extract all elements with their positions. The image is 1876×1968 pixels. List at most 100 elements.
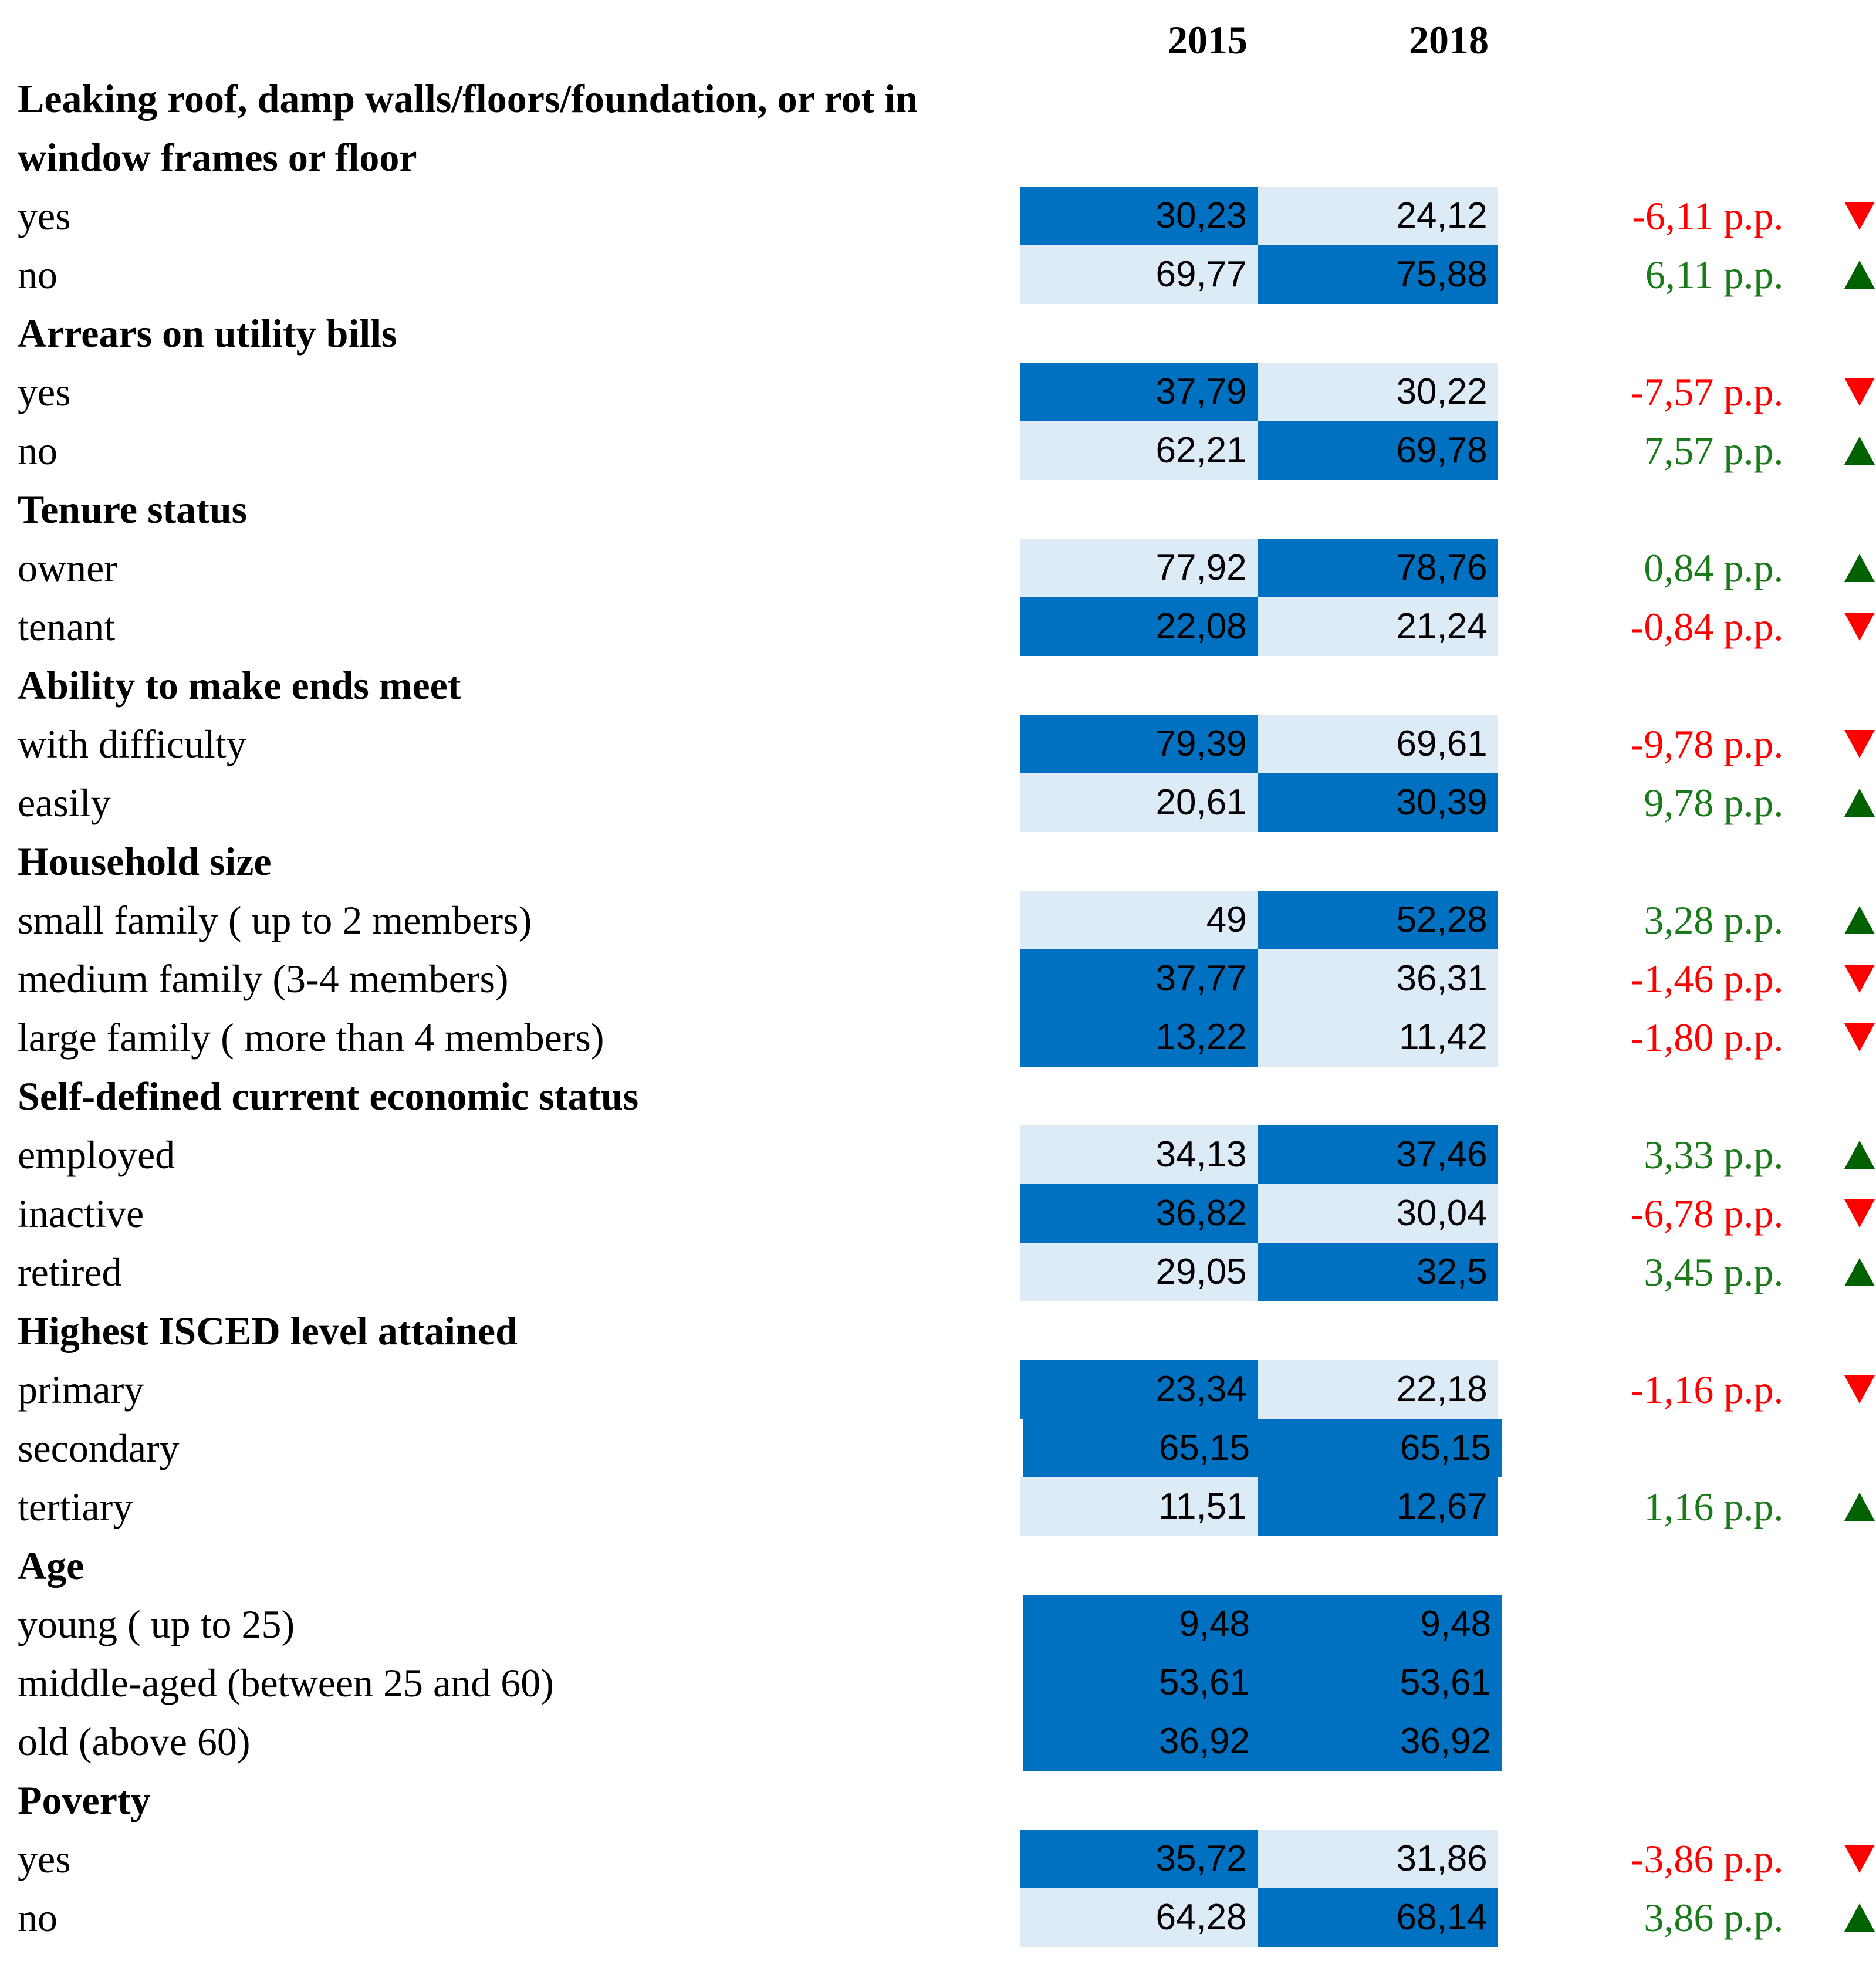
arrow-shape bbox=[1844, 202, 1875, 230]
value-cell: 11,51 bbox=[1020, 1477, 1258, 1536]
row-label: with difficulty bbox=[18, 722, 246, 766]
section-title: Self-defined current economic status bbox=[18, 1074, 639, 1118]
data-row: easily 20,61 30,39 9,78 p.p. bbox=[0, 773, 1876, 832]
arrow-icon bbox=[1844, 1493, 1875, 1521]
value-cell: 13,22 bbox=[1020, 1008, 1258, 1067]
arrow-shape bbox=[1844, 1375, 1875, 1404]
arrow-icon bbox=[1844, 613, 1875, 641]
change-text: 3,86 p.p. bbox=[1644, 1895, 1784, 1940]
arrow-shape bbox=[1844, 1023, 1875, 1051]
row-label: no bbox=[18, 1895, 58, 1940]
arrow-shape bbox=[1844, 437, 1875, 465]
row-label: employed bbox=[18, 1132, 175, 1177]
arrow-shape bbox=[1844, 261, 1875, 289]
value-cell: 36,92 bbox=[1260, 1712, 1502, 1771]
value-cell: 53,61 bbox=[1023, 1653, 1260, 1712]
data-row: secondary 65,15 65,15 bbox=[0, 1419, 1876, 1477]
trend-arrow bbox=[1783, 1888, 1876, 1947]
trend-arrow bbox=[1783, 539, 1876, 597]
row-label: medium family (3-4 members) bbox=[18, 956, 509, 1001]
section-title: Tenure status bbox=[18, 487, 248, 532]
section-title: Highest ISCED level attained bbox=[18, 1308, 518, 1353]
arrow-icon bbox=[1844, 730, 1875, 758]
section-title: Age bbox=[18, 1543, 84, 1588]
data-row: owner 77,92 78,76 0,84 p.p. bbox=[0, 539, 1876, 597]
spacer bbox=[0, 11, 1023, 69]
data-row: young ( up to 25) 9,48 9,48 bbox=[0, 1595, 1876, 1653]
change-text: -9,78 p.p. bbox=[1630, 722, 1784, 766]
change-text: 0,84 p.p. bbox=[1644, 546, 1784, 590]
trend-arrow bbox=[1783, 1360, 1876, 1419]
section-title: Arrears on utility bills bbox=[18, 311, 397, 356]
change-text: -1,16 p.p. bbox=[1630, 1367, 1784, 1412]
change-text: -6,11 p.p. bbox=[1632, 194, 1784, 238]
arrow-icon bbox=[1844, 1141, 1875, 1169]
row-label: young ( up to 25) bbox=[18, 1602, 295, 1646]
arrow-icon bbox=[1844, 1023, 1875, 1051]
change-text: 9,78 p.p. bbox=[1644, 780, 1784, 825]
row-label: no bbox=[18, 252, 58, 297]
trend-arrow bbox=[1783, 715, 1876, 773]
value-cell: 36,31 bbox=[1257, 949, 1498, 1008]
value-cell: 29,05 bbox=[1020, 1243, 1258, 1301]
data-row: retired 29,05 32,5 3,45 p.p. bbox=[0, 1243, 1876, 1301]
value-cell: 34,13 bbox=[1020, 1125, 1258, 1184]
row-label: easily bbox=[18, 780, 111, 825]
value-cell: 36,92 bbox=[1023, 1712, 1260, 1771]
change-text: 1,16 p.p. bbox=[1644, 1485, 1784, 1529]
data-row: employed 34,13 37,46 3,33 p.p. bbox=[0, 1125, 1876, 1184]
row-label: retired bbox=[18, 1250, 122, 1294]
arrow-shape bbox=[1844, 1141, 1875, 1169]
data-row: yes 37,79 30,22 -7,57 p.p. bbox=[0, 363, 1876, 421]
value-cell: 22,18 bbox=[1257, 1360, 1498, 1419]
trend-arrow bbox=[1783, 1008, 1876, 1067]
trend-arrow bbox=[1783, 773, 1876, 832]
change-text: -0,84 p.p. bbox=[1630, 604, 1784, 649]
data-row: inactive 36,82 30,04 -6,78 p.p. bbox=[0, 1184, 1876, 1243]
row-label: inactive bbox=[18, 1191, 144, 1236]
value-cell: 49 bbox=[1020, 891, 1258, 949]
section-title: Poverty bbox=[18, 1778, 151, 1822]
value-cell: 79,39 bbox=[1020, 715, 1258, 773]
data-row: medium family (3-4 members) 37,77 36,31 -1,… bbox=[0, 949, 1876, 1008]
arrow-icon bbox=[1844, 1258, 1875, 1286]
arrow-shape bbox=[1844, 965, 1875, 993]
arrow-shape bbox=[1844, 1903, 1875, 1932]
year-header: 2015 bbox=[1168, 18, 1248, 62]
arrow-icon bbox=[1844, 906, 1875, 934]
trend-arrow bbox=[1783, 421, 1876, 480]
trend-arrow bbox=[1783, 891, 1876, 949]
value-cell: 30,04 bbox=[1257, 1184, 1498, 1243]
value-cell: 62,21 bbox=[1020, 421, 1258, 480]
arrow-icon bbox=[1844, 1375, 1875, 1404]
trend-arrow bbox=[1783, 245, 1876, 304]
arrow-shape bbox=[1844, 730, 1875, 758]
value-cell: 77,92 bbox=[1020, 539, 1258, 597]
change-text: -3,86 p.p. bbox=[1630, 1837, 1784, 1881]
row-label: middle-aged (between 25 and 60) bbox=[18, 1661, 554, 1705]
value-cell: 22,08 bbox=[1020, 597, 1258, 656]
value-cell: 53,61 bbox=[1260, 1653, 1502, 1712]
data-row: yes 30,23 24,12 -6,11 p.p. bbox=[0, 187, 1876, 245]
change-text: -6,78 p.p. bbox=[1630, 1191, 1784, 1236]
trend-arrow bbox=[1783, 597, 1876, 656]
change-text: -7,57 p.p. bbox=[1630, 370, 1784, 414]
data-row: tertiary 11,51 12,67 1,16 p.p. bbox=[0, 1477, 1876, 1536]
value-cell: 64,28 bbox=[1020, 1888, 1258, 1947]
change-text: 3,33 p.p. bbox=[1644, 1132, 1784, 1177]
value-cell: 37,79 bbox=[1020, 363, 1258, 421]
value-cell: 9,48 bbox=[1023, 1595, 1260, 1653]
arrow-icon bbox=[1844, 1845, 1875, 1873]
row-label: tertiary bbox=[18, 1485, 133, 1529]
data-row: no 69,77 75,88 6,11 p.p. bbox=[0, 245, 1876, 304]
value-cell: 21,24 bbox=[1257, 597, 1498, 656]
row-label: small family ( up to 2 members) bbox=[18, 898, 532, 942]
data-row: yes 35,72 31,86 -3,86 p.p. bbox=[0, 1830, 1876, 1888]
section-title: Leaking roof, damp walls/floors/foundati… bbox=[18, 76, 918, 180]
section-title: Ability to make ends meet bbox=[18, 663, 461, 708]
row-label: owner bbox=[18, 546, 117, 590]
value-cell: 11,42 bbox=[1257, 1008, 1498, 1067]
value-cell: 20,61 bbox=[1020, 773, 1258, 832]
value-cell: 37,77 bbox=[1020, 949, 1258, 1008]
value-cell: 69,78 bbox=[1257, 421, 1498, 480]
